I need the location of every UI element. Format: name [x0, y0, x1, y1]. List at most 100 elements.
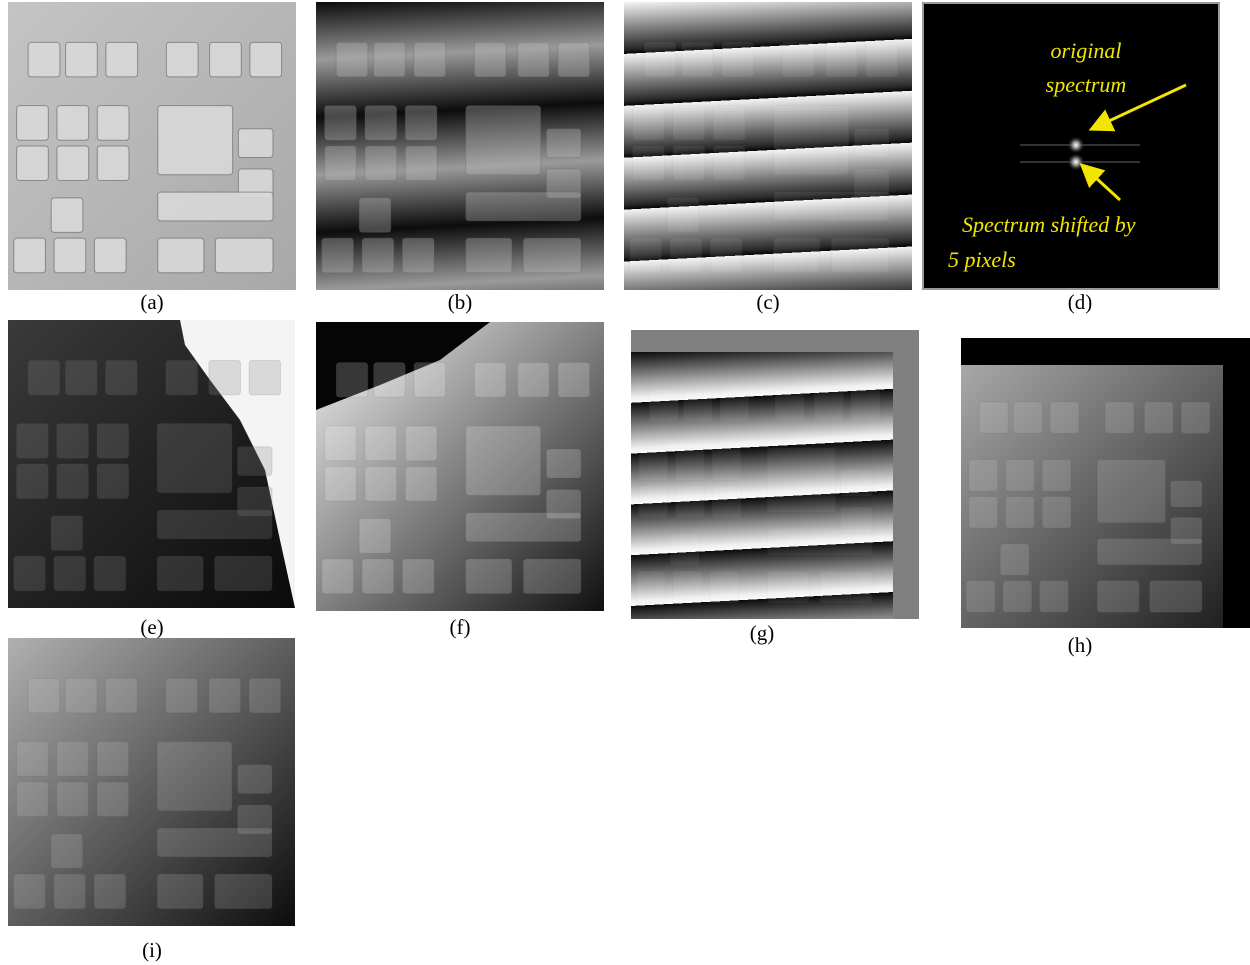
key-shape	[365, 106, 397, 141]
key-shape	[722, 42, 754, 77]
annotation: Spectrum shifted by	[962, 212, 1136, 237]
key-shape	[558, 362, 590, 397]
key-shape	[17, 424, 49, 459]
key-shape	[97, 742, 129, 777]
key-shape	[325, 146, 357, 181]
key-shape	[238, 447, 272, 476]
key-shape	[97, 106, 129, 141]
key-shape	[639, 448, 668, 480]
key-shape	[814, 389, 843, 421]
key-shape	[1013, 402, 1042, 434]
key-shape	[51, 516, 83, 551]
key-shape	[365, 426, 397, 461]
caption: (e)	[140, 615, 163, 639]
key-shape	[94, 238, 126, 273]
key-shape	[474, 362, 506, 397]
key-shape	[215, 556, 272, 591]
key-shape	[644, 42, 676, 77]
key-shape	[466, 106, 541, 175]
key-shape	[775, 389, 804, 421]
key-shape	[774, 238, 820, 273]
key-shape	[826, 42, 858, 77]
caption: (f)	[450, 615, 471, 639]
key-shape	[166, 678, 198, 713]
key-shape	[157, 556, 203, 591]
key-shape	[362, 559, 394, 594]
key-shape	[65, 678, 97, 713]
key-shape	[94, 874, 126, 909]
key-shape	[966, 581, 995, 613]
key-shape	[782, 42, 814, 77]
key-shape	[365, 467, 397, 502]
key-shape	[54, 874, 86, 909]
panel-d: original spectrum Spectrum shifted by 5 …	[923, 3, 1219, 289]
key-shape	[831, 238, 889, 273]
key-shape	[322, 238, 354, 273]
caption: (a)	[140, 290, 163, 314]
key-shape	[673, 106, 705, 141]
key-shape	[97, 464, 129, 499]
key-shape	[57, 146, 89, 181]
key-shape	[359, 198, 391, 233]
key-shape	[249, 678, 281, 713]
key-shape	[1000, 544, 1029, 576]
key-shape	[362, 238, 394, 273]
key-shape	[673, 571, 702, 603]
key-shape	[1097, 581, 1139, 613]
key-shape	[676, 486, 705, 518]
key-shape	[546, 449, 581, 478]
key-shape	[1040, 581, 1069, 613]
key-shape	[1144, 402, 1173, 434]
key-shape	[166, 360, 198, 395]
key-shape	[215, 874, 272, 909]
key-shape	[405, 426, 437, 461]
key-shape	[28, 360, 60, 395]
key-shape	[546, 129, 581, 158]
key-shape	[710, 238, 742, 273]
key-shape	[57, 424, 89, 459]
panel-g	[631, 330, 919, 619]
key-shape	[250, 42, 282, 77]
key-shape	[710, 571, 739, 603]
key-shape	[767, 448, 835, 512]
key-shape	[474, 42, 506, 77]
key-shape	[767, 571, 809, 603]
panel-e	[8, 320, 295, 608]
key-shape	[466, 426, 541, 495]
key-shape	[57, 464, 89, 499]
key-shape	[639, 486, 668, 518]
key-shape	[774, 192, 889, 221]
annotation: spectrum	[1046, 72, 1127, 97]
key-shape	[649, 389, 678, 421]
key-shape	[866, 42, 898, 77]
key-shape	[1006, 497, 1035, 529]
caption: (b)	[448, 290, 473, 314]
key-shape	[17, 106, 49, 141]
key-shape	[215, 238, 273, 273]
key-shape	[518, 42, 550, 77]
key-shape	[673, 146, 705, 181]
panel-a	[8, 2, 296, 290]
key-shape	[322, 559, 354, 594]
key-shape	[523, 238, 581, 273]
key-shape	[325, 467, 357, 502]
key-shape	[1042, 497, 1071, 529]
key-shape	[17, 464, 49, 499]
key-shape	[374, 362, 406, 397]
key-shape	[720, 389, 749, 421]
key-shape	[683, 389, 712, 421]
key-shape	[979, 402, 1008, 434]
key-shape	[209, 678, 241, 713]
key-shape	[336, 362, 368, 397]
key-shape	[1150, 581, 1202, 613]
key-shape	[713, 106, 745, 141]
key-shape	[712, 486, 741, 518]
key-shape	[158, 238, 204, 273]
key-shape	[633, 106, 665, 141]
key-shape	[820, 571, 872, 603]
key-shape	[713, 146, 745, 181]
key-shape	[106, 678, 138, 713]
key-shape	[518, 362, 550, 397]
panel-f	[316, 322, 604, 611]
key-shape	[336, 42, 368, 77]
